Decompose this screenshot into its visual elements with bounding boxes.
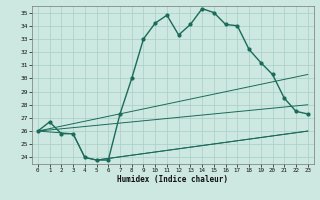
X-axis label: Humidex (Indice chaleur): Humidex (Indice chaleur) xyxy=(117,175,228,184)
